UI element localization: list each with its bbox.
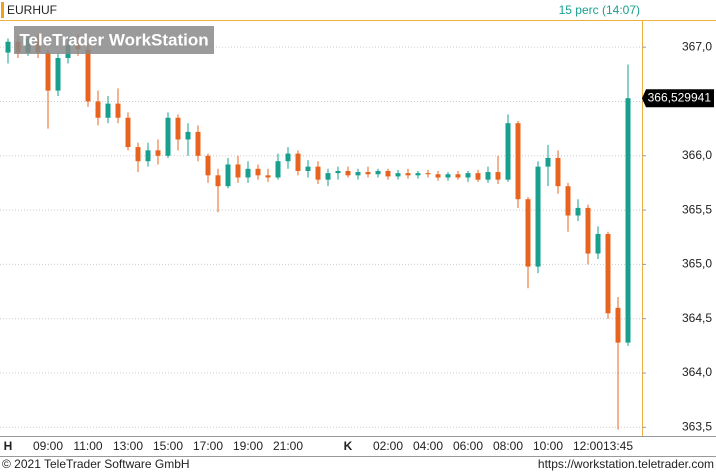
candle-body	[345, 170, 351, 176]
candle-body	[545, 157, 551, 167]
candle-body	[225, 164, 231, 187]
x-tick-label: 10:00	[533, 439, 563, 453]
candle-body	[435, 174, 441, 178]
last-price-label: 366,529941	[648, 90, 712, 104]
y-tick-label: 365,0	[682, 257, 712, 271]
candle-body	[375, 170, 381, 175]
candle-body	[235, 164, 241, 178]
x-tick-label: 17:00	[193, 439, 223, 453]
candle-body	[165, 117, 171, 156]
footer-url: https://workstation.teletrader.com	[538, 457, 714, 471]
x-tick-label: 11:00	[73, 439, 102, 453]
footer-copyright: © 2021 TeleTrader Software GmbH	[2, 457, 190, 471]
y-tick-label: 363,5	[682, 419, 712, 433]
x-tick-label: 13:00	[113, 439, 143, 453]
candle-body	[585, 207, 591, 254]
y-tick-label: 364,5	[682, 311, 712, 325]
candle-body	[295, 153, 301, 171]
candle-body	[265, 175, 271, 178]
candle-body	[285, 153, 291, 162]
candle-body	[335, 170, 341, 174]
x-tick-label: 19:00	[233, 439, 263, 453]
candle-body	[535, 166, 541, 267]
x-tick-label: 15:00	[153, 439, 183, 453]
candle-body	[145, 150, 151, 162]
x-tick-label: 12:00	[573, 439, 603, 453]
x-tick-label: 08:00	[493, 439, 523, 453]
candle-body	[205, 155, 211, 176]
y-tick-label: 364,0	[682, 365, 712, 379]
candle-body	[395, 173, 401, 177]
y-tick-label: 366,0	[682, 148, 712, 162]
candle-body	[135, 147, 141, 162]
candle-body	[95, 101, 101, 118]
last-price-box	[642, 89, 714, 108]
x-tick-label: H	[4, 439, 13, 453]
candle-body	[5, 41, 11, 53]
y-tick-label: 365,5	[682, 202, 712, 216]
candle-body	[505, 123, 511, 180]
candle-body	[495, 172, 501, 180]
candle-body	[325, 173, 331, 180]
candle-body	[515, 123, 521, 200]
candle-body	[575, 207, 581, 216]
candle-body	[305, 166, 311, 171]
candle-body	[55, 58, 61, 91]
x-tick-label: 09:00	[33, 439, 63, 453]
candle-body	[245, 168, 251, 178]
candle-body	[465, 173, 471, 178]
x-tick-label: K	[344, 439, 353, 453]
y-tick-label: 367,0	[682, 39, 712, 53]
candle-body	[195, 131, 201, 156]
candle-body	[315, 166, 321, 180]
candle-body	[425, 173, 431, 175]
candle-body	[455, 174, 461, 178]
candle-body	[475, 173, 481, 180]
x-tick-label: 13:45	[603, 439, 633, 453]
candle-body	[615, 307, 621, 343]
chart-subtitle: 15 perc (14:07)	[559, 3, 640, 17]
candle-body	[555, 157, 561, 187]
candle-body	[275, 161, 281, 178]
candle-body	[445, 174, 451, 178]
candle-body	[605, 233, 611, 314]
candle-body	[595, 233, 601, 254]
x-tick-label: 04:00	[413, 439, 443, 453]
x-tick-label: 02:00	[373, 439, 403, 453]
candle-body	[565, 186, 571, 216]
candle-body	[485, 172, 491, 180]
candle-body	[355, 172, 361, 176]
candle-body	[125, 117, 131, 148]
x-tick-label: 21:00	[273, 439, 303, 453]
x-tick-label: 06:00	[453, 439, 483, 453]
candle-body	[45, 52, 51, 91]
candle-body	[405, 173, 411, 176]
candle-body	[365, 172, 371, 175]
symbol-marker	[1, 2, 4, 18]
candle-body	[175, 117, 181, 140]
candle-body	[105, 103, 111, 118]
candle-body	[385, 170, 391, 177]
candle-body	[215, 175, 221, 187]
candle-body	[185, 131, 191, 140]
candle-body	[155, 150, 161, 156]
watermark: TeleTrader WorkStation	[19, 30, 208, 49]
candle-body	[255, 168, 261, 176]
chart-title: EURHUF	[7, 3, 57, 17]
candle-body	[115, 103, 121, 118]
candle-body	[625, 98, 631, 343]
candle-body	[525, 199, 531, 267]
candle-body	[415, 173, 421, 176]
candle-body	[85, 49, 91, 102]
watermark-box	[14, 26, 214, 54]
